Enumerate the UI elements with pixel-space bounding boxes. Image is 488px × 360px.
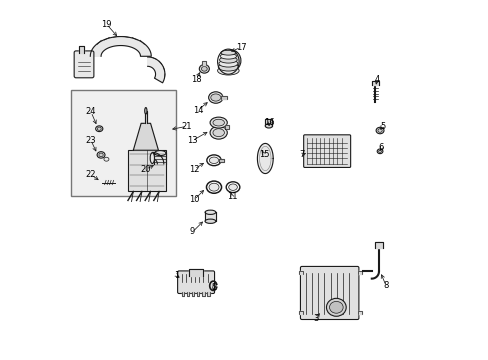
Polygon shape [357, 311, 362, 315]
Polygon shape [265, 120, 272, 126]
Ellipse shape [376, 149, 382, 154]
Polygon shape [257, 143, 273, 174]
Ellipse shape [210, 117, 227, 128]
Ellipse shape [375, 127, 383, 134]
Ellipse shape [104, 157, 109, 161]
Text: 15: 15 [259, 150, 269, 159]
Polygon shape [224, 126, 229, 129]
Text: 1: 1 [173, 270, 179, 279]
FancyBboxPatch shape [303, 135, 350, 167]
Text: 9: 9 [189, 228, 195, 237]
Polygon shape [191, 292, 194, 296]
Polygon shape [202, 61, 206, 64]
Ellipse shape [218, 63, 238, 71]
Ellipse shape [217, 66, 239, 75]
Ellipse shape [228, 184, 237, 190]
Ellipse shape [212, 119, 224, 126]
Ellipse shape [201, 67, 207, 71]
Polygon shape [371, 81, 378, 85]
Ellipse shape [208, 92, 223, 103]
Ellipse shape [210, 126, 227, 139]
Text: 16: 16 [264, 118, 274, 127]
Text: 17: 17 [235, 43, 246, 52]
Polygon shape [154, 153, 165, 164]
Polygon shape [219, 159, 224, 162]
Ellipse shape [219, 60, 237, 67]
Ellipse shape [219, 57, 237, 63]
Text: 14: 14 [192, 105, 203, 114]
Polygon shape [201, 292, 204, 296]
Ellipse shape [199, 64, 209, 73]
Ellipse shape [154, 150, 165, 156]
Polygon shape [144, 111, 147, 123]
Polygon shape [221, 96, 226, 99]
Polygon shape [357, 271, 362, 274]
Polygon shape [196, 292, 199, 296]
Text: 19: 19 [101, 19, 111, 28]
Ellipse shape [329, 301, 343, 313]
Ellipse shape [209, 157, 218, 163]
Text: 18: 18 [190, 75, 201, 84]
Text: 24: 24 [85, 107, 96, 116]
Ellipse shape [210, 94, 221, 101]
Polygon shape [152, 152, 163, 164]
Text: 20: 20 [141, 165, 151, 174]
Polygon shape [181, 292, 184, 296]
FancyBboxPatch shape [74, 51, 94, 78]
Polygon shape [133, 123, 158, 150]
Text: 11: 11 [226, 192, 237, 201]
Ellipse shape [221, 50, 241, 71]
Polygon shape [186, 292, 189, 296]
Text: 21: 21 [182, 122, 192, 131]
Polygon shape [79, 46, 83, 53]
FancyBboxPatch shape [177, 271, 214, 293]
Text: 3: 3 [313, 314, 318, 323]
Polygon shape [375, 242, 382, 248]
Ellipse shape [150, 153, 154, 163]
Polygon shape [298, 311, 303, 315]
Polygon shape [188, 270, 203, 276]
Text: 5: 5 [379, 122, 385, 131]
Ellipse shape [208, 183, 219, 191]
Text: 22: 22 [85, 170, 96, 179]
Ellipse shape [212, 129, 224, 136]
Text: 23: 23 [85, 136, 96, 145]
Ellipse shape [378, 150, 381, 152]
Ellipse shape [265, 124, 272, 128]
Text: 12: 12 [189, 165, 199, 174]
Polygon shape [204, 212, 215, 221]
Text: 7: 7 [299, 150, 304, 159]
Text: 10: 10 [189, 195, 199, 204]
Text: 8: 8 [383, 281, 388, 290]
Ellipse shape [326, 298, 346, 316]
Ellipse shape [204, 219, 215, 224]
Polygon shape [90, 37, 151, 56]
Polygon shape [298, 271, 303, 274]
Ellipse shape [204, 210, 215, 215]
Bar [70, 90, 176, 196]
Bar [128, 150, 165, 192]
Text: 4: 4 [374, 75, 379, 84]
Text: 6: 6 [378, 143, 384, 152]
Ellipse shape [99, 153, 103, 157]
Text: 13: 13 [187, 136, 198, 145]
Polygon shape [147, 57, 164, 83]
Ellipse shape [97, 127, 101, 130]
Ellipse shape [97, 152, 105, 158]
Ellipse shape [221, 50, 235, 55]
Ellipse shape [377, 129, 382, 132]
Polygon shape [206, 292, 209, 296]
Text: 2: 2 [211, 283, 216, 292]
Ellipse shape [144, 108, 147, 114]
Ellipse shape [220, 54, 236, 59]
FancyBboxPatch shape [300, 266, 358, 319]
Ellipse shape [96, 126, 102, 132]
